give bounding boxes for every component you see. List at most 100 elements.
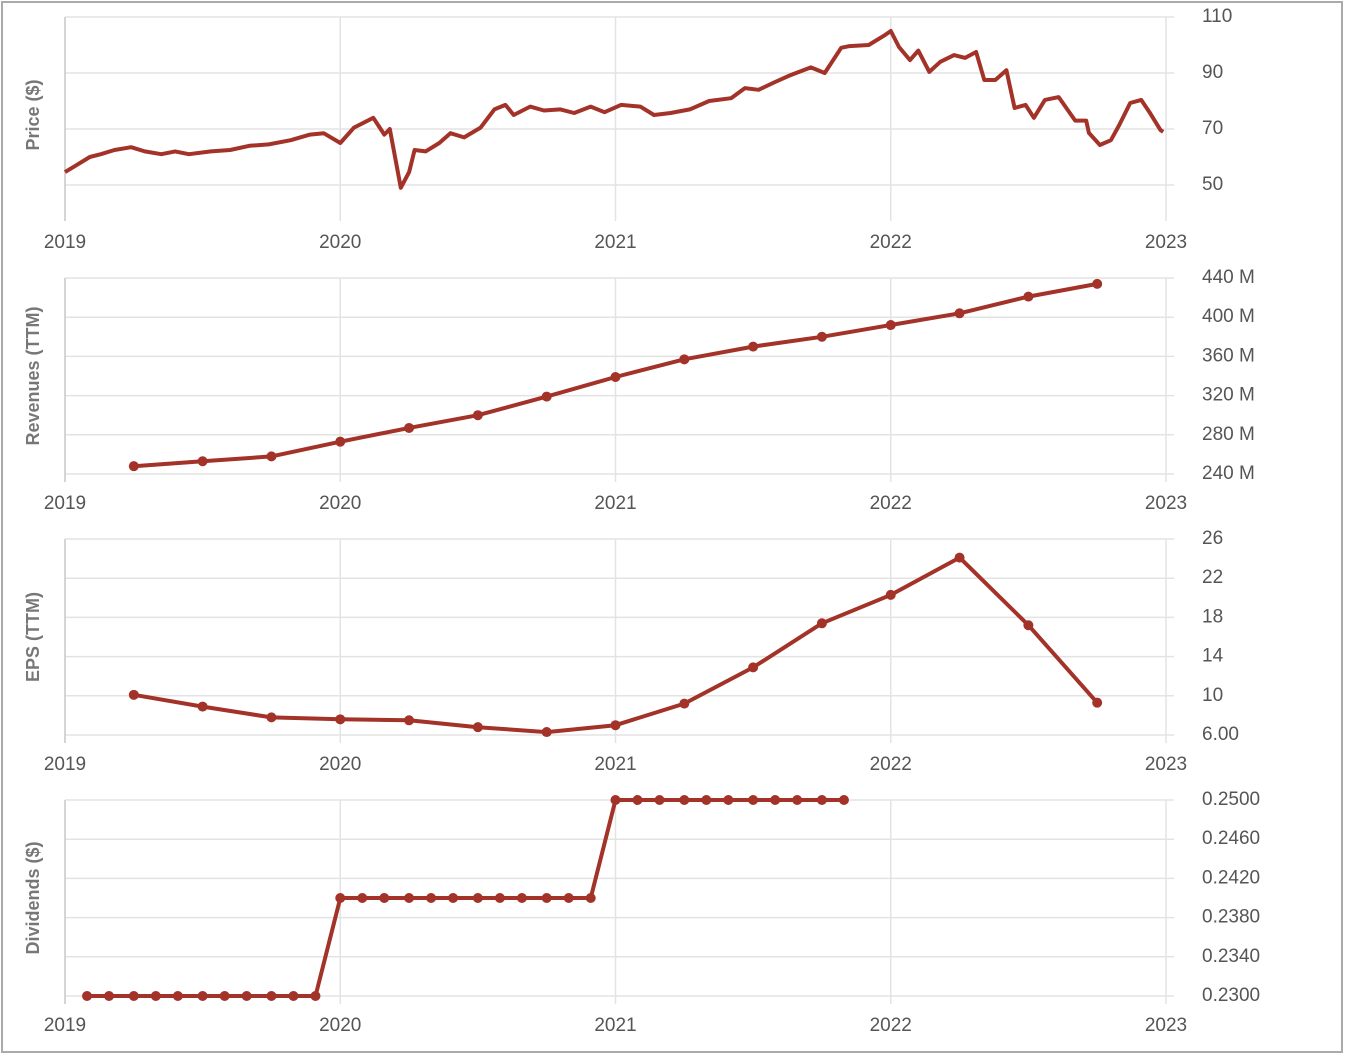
data-point xyxy=(379,893,390,903)
y-tick-label: 18 xyxy=(1202,606,1223,627)
data-point xyxy=(816,618,827,629)
y-tick-label: 0.2340 xyxy=(1202,946,1260,967)
data-point xyxy=(128,991,139,1001)
x-tick-label: 2021 xyxy=(594,232,636,253)
data-point xyxy=(679,698,690,709)
data-point xyxy=(585,893,596,903)
x-tick-label: 2022 xyxy=(870,1015,912,1036)
y-tick-label: 10 xyxy=(1202,685,1223,706)
x-tick-label: 2023 xyxy=(1145,1015,1187,1036)
y-axis-label: Revenues (TTM) xyxy=(23,306,43,445)
data-point xyxy=(404,893,415,903)
y-tick-label: 360 M xyxy=(1202,345,1255,366)
data-point xyxy=(885,589,896,600)
data-point xyxy=(266,712,277,723)
data-point xyxy=(335,893,346,903)
x-tick-label: 2023 xyxy=(1145,493,1187,514)
x-tick-label: 2021 xyxy=(594,1015,636,1036)
data-point xyxy=(310,991,321,1001)
data-point xyxy=(472,410,483,421)
data-point xyxy=(770,795,781,805)
data-point xyxy=(516,893,527,903)
y-tick-label: 70 xyxy=(1202,118,1223,139)
x-tick-label: 2023 xyxy=(1145,754,1187,775)
data-point xyxy=(748,795,759,805)
data-point xyxy=(541,391,552,402)
data-point xyxy=(610,795,621,805)
x-tick-label: 2019 xyxy=(44,754,86,775)
data-point xyxy=(1092,278,1103,289)
x-tick-label: 2020 xyxy=(319,493,361,514)
data-point xyxy=(954,552,965,563)
x-tick-label: 2019 xyxy=(44,1015,86,1036)
y-tick-label: 320 M xyxy=(1202,385,1255,406)
data-point xyxy=(404,422,415,433)
data-point xyxy=(357,893,368,903)
y-tick-label: 240 M xyxy=(1202,463,1255,484)
y-axis-label: Dividends ($) xyxy=(23,841,43,954)
x-tick-label: 2020 xyxy=(319,754,361,775)
y-axis-label: EPS (TTM) xyxy=(23,592,43,682)
data-point xyxy=(885,320,896,331)
y-tick-label: 90 xyxy=(1202,62,1223,83)
data-point xyxy=(748,662,759,673)
price-line xyxy=(87,798,844,998)
data-point xyxy=(82,991,93,1001)
data-point xyxy=(610,371,621,382)
x-tick-label: 2020 xyxy=(319,232,361,253)
data-point xyxy=(128,689,139,700)
x-tick-label: 2019 xyxy=(44,493,86,514)
data-point xyxy=(266,991,277,1001)
data-point xyxy=(241,991,252,1001)
data-point xyxy=(494,893,505,903)
y-tick-label: 0.2420 xyxy=(1202,867,1260,888)
x-tick-label: 2023 xyxy=(1145,232,1187,253)
y-axis-label: Price ($) xyxy=(23,79,43,150)
y-tick-label: 14 xyxy=(1202,646,1224,667)
data-point xyxy=(472,722,483,733)
data-point xyxy=(792,795,803,805)
x-tick-label: 2019 xyxy=(44,232,86,253)
data-point xyxy=(335,436,346,447)
data-point xyxy=(1023,291,1034,302)
data-point xyxy=(816,331,827,342)
data-point xyxy=(219,991,230,1001)
y-tick-label: 0.2500 xyxy=(1202,789,1260,810)
data-point xyxy=(104,991,115,1001)
y-tick-label: 50 xyxy=(1202,174,1223,195)
y-tick-label: 26 xyxy=(1202,528,1223,549)
data-point xyxy=(610,720,621,731)
x-tick-label: 2021 xyxy=(594,754,636,775)
data-point xyxy=(954,308,965,319)
y-tick-label: 400 M xyxy=(1202,306,1255,327)
data-point xyxy=(723,795,734,805)
data-point xyxy=(541,893,552,903)
data-point xyxy=(838,795,849,805)
data-point xyxy=(172,991,183,1001)
y-tick-label: 110 xyxy=(1202,6,1232,27)
y-tick-label: 440 M xyxy=(1202,267,1255,288)
data-point xyxy=(541,727,552,738)
x-tick-label: 2022 xyxy=(870,754,912,775)
data-point xyxy=(150,991,161,1001)
x-tick-label: 2021 xyxy=(594,493,636,514)
data-point xyxy=(288,991,299,1001)
data-point xyxy=(679,795,690,805)
y-tick-label: 6.00 xyxy=(1202,724,1239,745)
data-point xyxy=(1092,697,1103,708)
data-point xyxy=(1023,620,1034,631)
x-tick-label: 2022 xyxy=(870,232,912,253)
data-point xyxy=(679,354,690,365)
y-tick-label: 280 M xyxy=(1202,424,1255,445)
data-point xyxy=(426,893,437,903)
data-point xyxy=(128,461,139,472)
data-point xyxy=(632,795,643,805)
x-tick-label: 2022 xyxy=(870,493,912,514)
data-point xyxy=(197,991,208,1001)
data-point xyxy=(816,795,827,805)
data-point xyxy=(472,893,483,903)
y-tick-label: 0.2460 xyxy=(1202,828,1260,849)
